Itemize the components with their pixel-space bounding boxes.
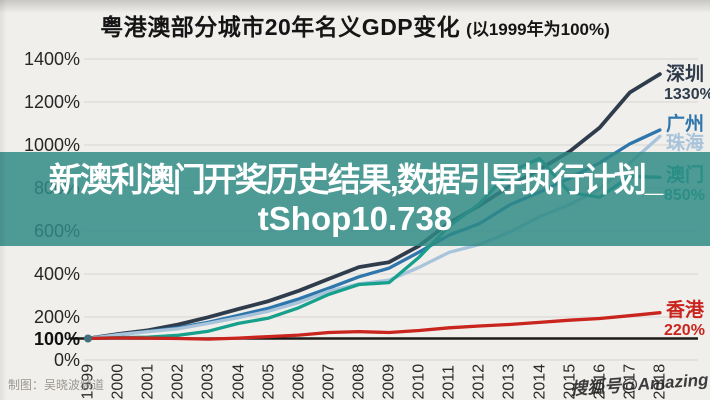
y-axis-label: 1000%	[23, 135, 80, 155]
chart-title: 粤港澳部分城市20年名义GDP变化 (以1999年为100%)	[0, 8, 710, 42]
y-axis-label: 200%	[33, 307, 80, 327]
series-line-4	[86, 311, 662, 341]
series-end-value: 220%	[664, 321, 705, 339]
y-axis-label: 1400%	[23, 49, 80, 69]
series-end-label: 深圳	[666, 64, 705, 86]
y-axis-label: 1200%	[23, 92, 80, 112]
series-end-label: 珠海	[666, 133, 705, 155]
x-axis-label: 2014	[531, 363, 548, 400]
x-axis-label: 2004	[230, 363, 247, 400]
x-axis-label: 2012	[470, 363, 488, 400]
y-axis-label: 0%	[53, 350, 80, 370]
x-axis-label: 2005	[260, 363, 278, 400]
x-axis-label: 2001	[139, 363, 157, 400]
series-end-value: 1330%	[664, 86, 710, 104]
x-axis-label: 2011	[440, 365, 458, 400]
y-axis-label: 100%	[33, 328, 80, 349]
series-start-dot	[84, 334, 92, 343]
x-axis-label: 2008	[350, 363, 368, 400]
y-axis-label: 400%	[33, 264, 80, 284]
x-axis-label: 2006	[290, 363, 308, 400]
overlay-ad-banner: 新澳利澳门开奖历史结果,数据引导执行计划_ tShop10.738	[0, 152, 710, 246]
x-axis-label: 2002	[169, 363, 187, 400]
overlay-banner-headline: 新澳利澳门开奖历史结果,数据引导执行计划_	[48, 161, 664, 198]
x-axis-label: 2003	[199, 363, 217, 400]
series-end-label: 广州	[666, 113, 705, 135]
chart-title-main: 粤港澳部分城市20年名义GDP变化	[100, 14, 461, 40]
chart-title-subtitle: (以1999年为100%)	[466, 20, 610, 39]
x-axis-label: 2000	[109, 363, 127, 400]
x-axis-label: 2010	[410, 363, 428, 400]
x-axis-label: 2009	[380, 363, 398, 400]
series-end-label: 香港	[666, 299, 705, 321]
chart-source-credit: 制图：吴晓波频道	[8, 378, 105, 392]
x-axis-label: 2013	[500, 363, 518, 400]
x-axis-label: 2007	[320, 363, 338, 400]
overlay-banner-subline: tShop10.738	[257, 200, 453, 237]
